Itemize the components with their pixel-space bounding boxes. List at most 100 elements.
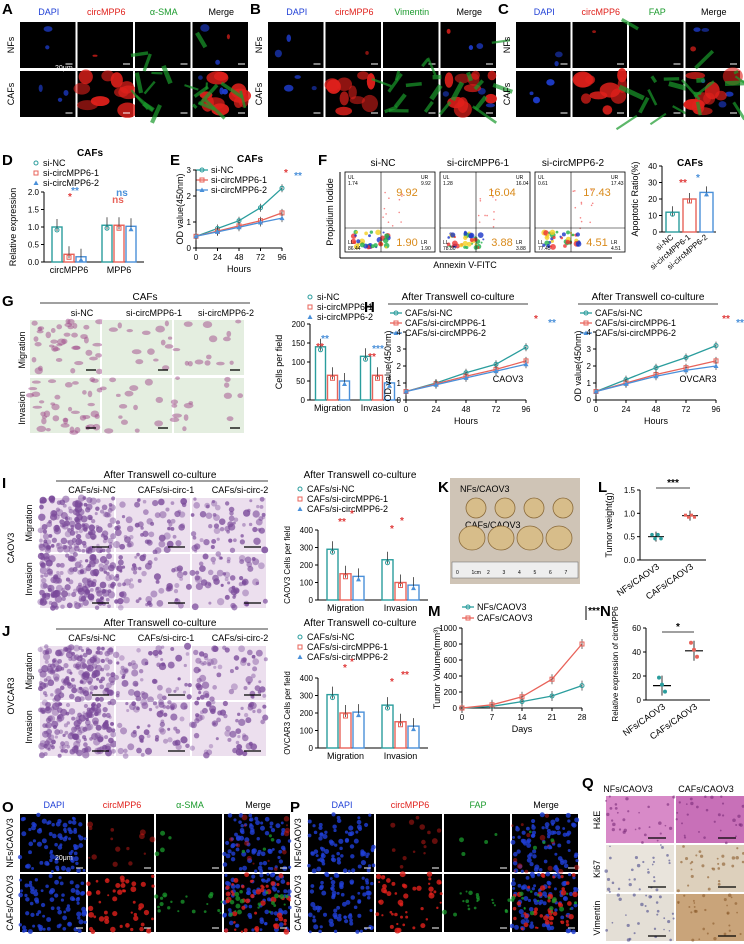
green-signal	[441, 909, 447, 915]
point-marker	[385, 560, 390, 566]
stained-cell	[159, 721, 165, 727]
stained-cell	[95, 506, 100, 511]
nucleus	[345, 899, 351, 905]
nucleus	[56, 924, 61, 929]
y-axis-label: OD value(450nm)	[573, 330, 583, 401]
legend-entry: si-circMPP6-1	[317, 302, 373, 312]
nucleus	[287, 839, 292, 843]
nucleus	[563, 859, 568, 864]
stained-cell	[91, 672, 97, 679]
stained-cell	[37, 552, 45, 560]
stained-cell	[201, 662, 205, 666]
bar	[699, 191, 714, 233]
green-signal	[473, 906, 477, 910]
flow-event	[479, 198, 482, 200]
ruler-mark: 4	[518, 570, 521, 576]
circ-signal	[513, 869, 516, 873]
circ-signal	[112, 896, 118, 902]
green-signal	[157, 905, 160, 909]
circ-signal	[107, 894, 110, 897]
nucleus	[349, 844, 355, 849]
nucleus	[526, 857, 532, 863]
significance-mark: **	[548, 318, 556, 329]
stained-cell	[103, 564, 110, 571]
nucleus	[48, 889, 54, 895]
stained-cell	[647, 868, 649, 871]
nucleus	[259, 928, 263, 932]
circ-signal	[427, 830, 431, 835]
stained-cell	[142, 530, 149, 537]
point-marker	[683, 355, 689, 360]
nucleus	[75, 884, 80, 889]
stained-cell	[97, 736, 104, 743]
panel-letter-K: K	[438, 479, 449, 496]
stained-cell	[83, 747, 89, 752]
stained-cell	[70, 677, 75, 682]
nucleus	[336, 851, 340, 856]
stained-cell	[656, 909, 660, 913]
stained-cell	[193, 649, 199, 656]
stained-cell	[211, 645, 218, 653]
nucleus	[49, 897, 55, 902]
stained-cell	[144, 562, 152, 570]
section-title: CAFs	[133, 292, 158, 303]
stained-cell	[63, 332, 71, 337]
stained-cell	[41, 415, 48, 419]
green-signal	[476, 897, 480, 901]
channel-label: circMPP6	[103, 800, 142, 810]
stained-cell	[38, 686, 44, 692]
stained-cell	[32, 405, 43, 409]
circ-signal	[143, 852, 147, 855]
stained-cell	[76, 584, 84, 593]
stained-cell	[668, 862, 671, 865]
stained-cell	[89, 497, 97, 505]
legend-entry: CAFs/si-circMPP6-1	[307, 494, 388, 504]
stained-cell	[616, 893, 620, 897]
circ-signal	[243, 928, 248, 933]
circ-signal	[143, 909, 150, 916]
nucleus	[242, 865, 248, 871]
circ-signal	[112, 889, 116, 893]
nucleus	[32, 839, 36, 843]
stained-cell	[69, 530, 76, 536]
green-filament	[732, 101, 744, 121]
stained-cell	[232, 521, 236, 525]
nucleus	[256, 837, 260, 841]
y-tick-label: 400	[444, 672, 458, 681]
nucleus	[565, 928, 571, 934]
stained-cell	[202, 321, 213, 328]
stained-cell	[55, 507, 61, 512]
stained-cell	[47, 584, 55, 592]
flow-event	[388, 197, 390, 200]
dapi-signal	[554, 61, 559, 67]
green-signal	[168, 836, 172, 840]
nucleus	[254, 816, 259, 821]
stained-cell	[256, 708, 262, 714]
stained-cell	[90, 706, 96, 711]
stained-cell	[182, 570, 188, 576]
stained-cell	[99, 684, 105, 690]
point-marker	[393, 330, 399, 335]
column-label: CAFs/si-NC	[68, 485, 116, 495]
significance-mark: *	[676, 622, 680, 633]
stained-cell	[61, 596, 66, 601]
stained-cell	[741, 804, 744, 808]
stained-cell	[166, 540, 174, 548]
point-marker	[297, 644, 303, 650]
stained-cell	[155, 396, 164, 403]
nucleus	[319, 925, 323, 929]
stained-cell	[52, 576, 60, 584]
stained-cell	[78, 528, 84, 534]
nucleus	[366, 868, 371, 873]
nucleus	[333, 929, 338, 934]
stained-cell	[131, 349, 142, 355]
stained-cell	[721, 802, 725, 805]
channel-label: DAPI	[38, 7, 59, 17]
green-signal	[550, 911, 554, 914]
green-signal	[270, 837, 275, 842]
stained-cell	[215, 551, 222, 557]
stained-cell	[136, 498, 141, 503]
nucleus	[264, 816, 270, 822]
circ-signal	[433, 890, 437, 894]
nucleus	[321, 890, 327, 896]
